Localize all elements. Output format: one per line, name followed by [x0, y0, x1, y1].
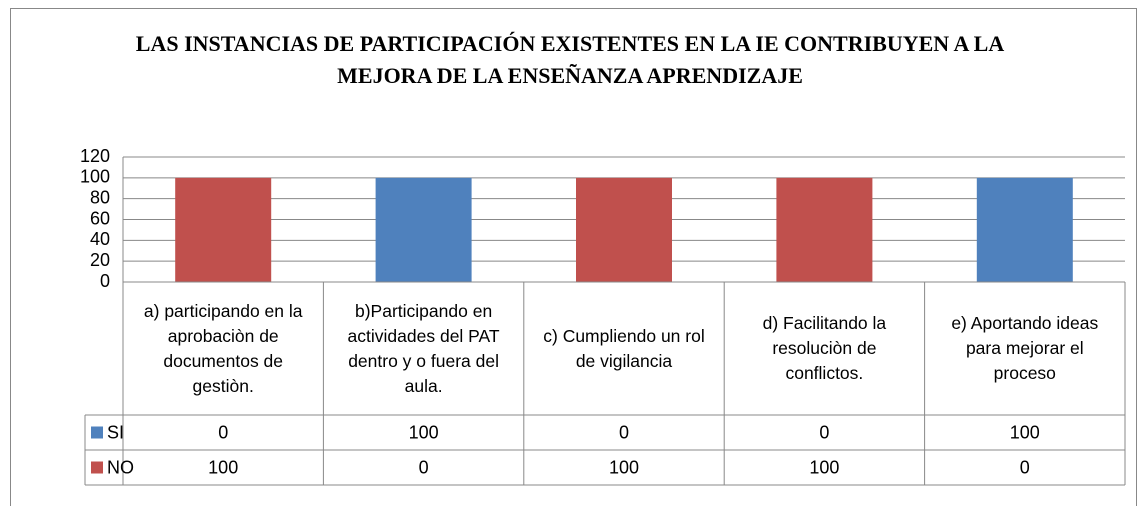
data-table-value: 100 [1010, 422, 1040, 442]
y-tick-label: 60 [90, 208, 110, 228]
legend-label: SI [107, 422, 124, 442]
category-cell: b)Participando en actividades del PAT de… [347, 300, 500, 396]
data-table-value: 0 [1020, 457, 1030, 477]
y-tick-label: 40 [90, 229, 110, 249]
category-cell: a) participando en la aprobaciòn de docu… [143, 300, 303, 396]
x-tick-label: a) participando en la aprobaciòn de docu… [143, 300, 303, 396]
y-tick-label: 20 [90, 250, 110, 270]
y-tick-label: 0 [100, 271, 110, 291]
title-box: LAS INSTANCIAS DE PARTICIPACIÓN EXISTENT… [135, 31, 1005, 88]
data-table-value: 100 [809, 457, 839, 477]
legend-swatch [91, 426, 103, 439]
x-tick-label: b)Participando en actividades del PAT de… [347, 300, 500, 396]
y-tick-label: 120 [80, 146, 110, 166]
bar [175, 177, 272, 282]
x-tick-label: d) Facilitando la resoluciòn de conflict… [762, 313, 887, 383]
bar [375, 177, 472, 282]
y-tick-label: 80 [90, 187, 110, 207]
data-table-value: 100 [409, 422, 439, 442]
chart-title: LAS INSTANCIAS DE PARTICIPACIÓN EXISTENT… [135, 31, 1005, 88]
data-table-value: 0 [419, 457, 429, 477]
data-table-value: 100 [208, 457, 238, 477]
category-cell: c) Cumpliendo un rol de vigilancia [543, 325, 705, 371]
data-table-value: 0 [619, 422, 629, 442]
bar [776, 177, 873, 282]
data-table-value: 0 [819, 422, 829, 442]
bar [976, 177, 1073, 282]
x-tick-label: e) Aportando ideas para mejorar el proce… [951, 313, 1099, 383]
data-table-value: 100 [609, 457, 639, 477]
legend-label: NO [107, 457, 134, 477]
legend-swatch [91, 461, 103, 474]
category-cell: d) Facilitando la resoluciòn de conflict… [762, 313, 887, 383]
data-table-value: 0 [218, 422, 228, 442]
bar [576, 177, 672, 282]
category-cell: e) Aportando ideas para mejorar el proce… [951, 313, 1099, 383]
y-tick-label: 100 [80, 167, 110, 187]
x-tick-label: c) Cumpliendo un rol de vigilancia [543, 325, 705, 371]
